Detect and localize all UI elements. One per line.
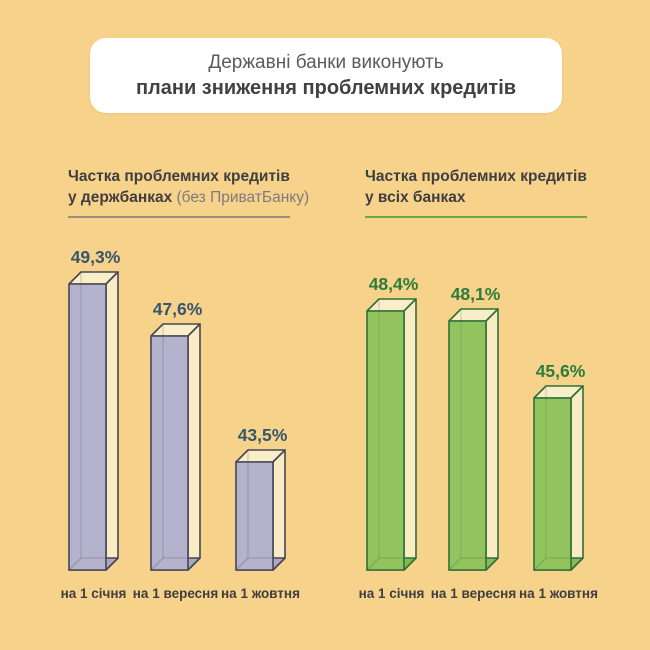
bar-front-face — [235, 461, 274, 571]
bar-front-face — [448, 320, 487, 571]
bar-value-label: 48,4% — [369, 274, 419, 294]
right-chart-heading-bold: у всіх банках — [365, 189, 466, 206]
bar-group: 48,1% на 1 вересня — [431, 284, 516, 601]
bar-value-label: 47,6% — [153, 299, 203, 319]
bar-bottom-left-edge — [366, 557, 380, 571]
bar-front-face — [68, 283, 107, 571]
bar-value-label: 45,6% — [536, 361, 586, 381]
right-chart-heading-line2: у всіх банках — [365, 187, 587, 208]
bar-x-label: на 1 січня — [359, 586, 425, 601]
bar-group: 48,4% на 1 січня — [359, 274, 425, 601]
bar-front-face — [150, 335, 189, 571]
bar-x-label: на 1 січня — [61, 586, 127, 601]
bar-group: 49,3% на 1 січня — [61, 247, 127, 601]
left-chart-heading-line1: Частка проблемних кредитів — [68, 168, 290, 185]
bar-front-face — [366, 310, 405, 571]
right-heading-underline — [365, 216, 587, 218]
bar-group: 47,6% на 1 вересня — [133, 299, 218, 601]
bar-group: 43,5% на 1 жовтня — [221, 425, 300, 601]
title-line-2: плани зниження проблемних кредитів — [135, 77, 517, 99]
left-chart-heading-bold: у держбанках — [68, 189, 173, 206]
right-chart-heading: Частка проблемних кредитів у всіх банках — [365, 166, 587, 208]
bar-bottom-left-edge — [150, 557, 164, 571]
bar-bottom-left-edge — [68, 557, 82, 571]
title-card: Державні банки виконують плани зниження … — [90, 38, 562, 113]
bar-x-label: на 1 жовтня — [519, 586, 598, 601]
bar-group: 45,6% на 1 жовтня — [519, 361, 598, 601]
bar-bottom-left-edge — [533, 557, 547, 571]
bar-right-face — [485, 308, 499, 571]
bar-x-label: на 1 вересня — [431, 586, 516, 601]
bar-x-label: на 1 жовтня — [221, 586, 300, 601]
bar-bottom-left-edge — [235, 557, 249, 571]
bar-right-face — [105, 271, 119, 571]
left-chart-heading-note: (без ПриватБанку) — [176, 189, 310, 206]
bar-right-face — [187, 323, 201, 571]
left-chart-svg: 49,3% на 1 січня 47,6% на 1 вересня 43,5% на … — [61, 247, 300, 601]
bar-front-face — [533, 397, 572, 571]
title-line-1: Державні банки виконують — [208, 52, 444, 73]
bar-right-face — [272, 449, 286, 571]
bar-value-label: 49,3% — [71, 247, 121, 267]
bar-bottom-left-edge — [448, 557, 462, 571]
bar-x-label: на 1 вересня — [133, 586, 218, 601]
left-chart-heading-line2: у держбанках (без ПриватБанку) — [68, 187, 309, 208]
right-chart-svg: 48,4% на 1 січня 48,1% на 1 вересня 45,6% на … — [359, 274, 598, 601]
bar-value-label: 48,1% — [451, 284, 501, 304]
bar-right-face — [403, 298, 417, 571]
left-chart-heading: Частка проблемних кредитів у держбанках … — [68, 166, 309, 208]
left-heading-underline — [68, 216, 290, 218]
right-chart-heading-line1: Частка проблемних кредитів — [365, 168, 587, 185]
bar-value-label: 43,5% — [238, 425, 288, 445]
bar-right-face — [570, 385, 584, 571]
